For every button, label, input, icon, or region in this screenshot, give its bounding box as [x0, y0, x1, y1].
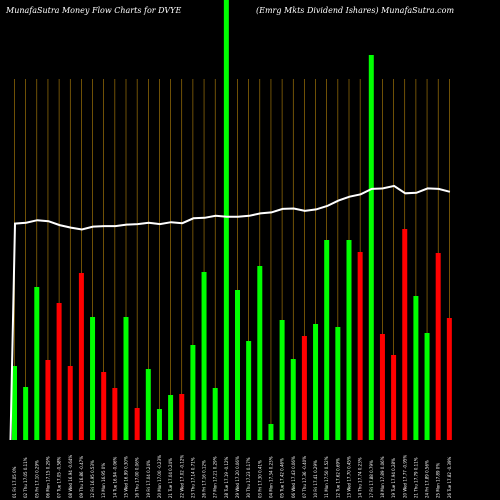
x-tick-label: 06 Mon 17.15 0.29% — [46, 456, 51, 498]
x-tick-label: 14 Tue 16.94 -0.06% — [112, 456, 117, 498]
money-flow-bar-up — [190, 345, 196, 440]
x-tick-label: 26 Fri 17.16 0.12% — [202, 460, 207, 498]
money-flow-bar-up — [246, 341, 252, 440]
x-tick-label: 04 Mon 17.34 0.23% — [268, 456, 273, 498]
x-tick-label: 14 Thu 17.74 0.23% — [358, 457, 363, 498]
money-flow-bar-down — [134, 408, 140, 440]
money-flow-bar-up — [268, 424, 274, 440]
x-tick-label: 05 Tue 17.42 0.46% — [280, 458, 285, 498]
money-flow-bar-up — [145, 369, 151, 440]
x-tick-label: 20 Wed 17.77 -0.95% — [402, 455, 407, 498]
x-tick-label: 16 Thu 17.00 0.06% — [135, 457, 140, 498]
money-flow-bar-up — [90, 317, 96, 440]
x-tick-label: 23 Thu 17.14 0.71% — [190, 457, 195, 498]
money-flow-bar-down — [101, 372, 107, 440]
money-flow-bars — [12, 0, 452, 440]
money-flow-bar-down — [67, 366, 73, 440]
money-flow-bar-up — [23, 387, 29, 440]
x-tick-label: 09 Thu 16.86 -0.47% — [79, 456, 84, 498]
x-tick-label: 12 Fri 16.95 0.53% — [90, 460, 95, 498]
x-tick-labels: 01 Fri 17.05 0% 02 Thu 17.05 0.11% 05 Fri … — [12, 455, 452, 498]
x-tick-label: 11 Mon 17.50 0.52% — [324, 456, 329, 498]
money-flow-bar-up — [201, 272, 207, 440]
money-flow-bar-up — [257, 266, 263, 440]
money-flow-bar-down — [379, 334, 385, 440]
chart-title-left: MunafaSutra Money Flow Charts for DVYE — [5, 6, 181, 15]
money-flow-bar-down — [402, 229, 408, 440]
x-tick-label: 06 Wed 17.43 0.06% — [291, 456, 296, 498]
money-flow-bar-down — [45, 360, 51, 440]
x-tick-label: 28 Tue 17.19 -0.12% — [224, 456, 229, 498]
money-flow-bar-up — [223, 0, 229, 440]
money-flow-bar-up — [290, 359, 296, 440]
money-flow-bar-up — [335, 327, 341, 440]
money-flow-bar-up — [212, 388, 218, 440]
x-tick-label: 17 Fri 17.88 0.79% — [369, 460, 374, 498]
x-tick-label: 20 Mon 17.00 -0.23% — [157, 455, 162, 498]
x-tick-label: 13 Mon 16.95 0% — [101, 463, 106, 498]
money-flow-bar-down — [446, 318, 452, 440]
money-flow-bar-down — [435, 253, 441, 440]
money-flow-bar-up — [413, 296, 419, 440]
x-tick-label: 21 Tue 17.04 0.24% — [168, 458, 173, 498]
money-flow-bar-up — [235, 290, 240, 440]
price-line-group — [9, 184, 451, 441]
x-tick-label: 26 Tue 17.82 -0.39% — [447, 456, 452, 498]
x-tick-label: 13 Wed 17.70 0.45% — [347, 456, 352, 498]
money-flow-bar-up — [168, 395, 174, 440]
x-tick-label: 07 Tue 17.05 -0.58% — [57, 456, 62, 498]
x-tick-label: 24 Fri 17.89 0.56% — [425, 460, 430, 498]
money-flow-bar-up — [279, 320, 285, 440]
x-tick-label: 12 Tue 17.62 0.69% — [335, 458, 340, 498]
money-flow-bar-down — [391, 355, 397, 440]
money-flow-bar-up — [368, 55, 374, 440]
x-tick-label: 27 Mon 17.21 0.29% — [213, 456, 218, 498]
money-flow-bar-up — [424, 333, 430, 440]
x-tick-label: 29 Wed 17.20 0.06% — [235, 456, 240, 498]
x-tick-label: 22 Wed 17.02 -0.12% — [179, 455, 184, 498]
x-tick-label: 08 Wed 16.94 -0.64% — [68, 455, 73, 498]
money-flow-bar-down — [78, 273, 84, 440]
money-flow-bar-up — [12, 366, 17, 440]
x-tick-label: 02 Thu 17.05 0.11% — [23, 457, 28, 498]
chart-title-right: (Emrg Mkts Dividend Ishares) MunafaSutra… — [256, 6, 454, 15]
money-flow-bar-down — [179, 394, 185, 440]
x-tick-label: 30 Thu 17.23 0.17% — [246, 457, 251, 498]
x-tick-label: 15 Wed 16.99 0.30% — [124, 456, 129, 498]
x-tick-label: 10 Fri 17.41 0.29% — [313, 460, 318, 498]
money-flow-bar-up — [346, 240, 352, 440]
money-flow-bar-down — [56, 303, 62, 440]
x-tick-label: 21 Thu 17.79 0.11% — [413, 457, 418, 498]
money-flow-bar-down — [301, 336, 307, 440]
price-line — [9, 184, 451, 441]
money-flow-bar-up — [156, 409, 162, 440]
x-tick-label: 05 Fri 17.10 0.29% — [34, 460, 39, 498]
money-flow-bar-up — [313, 324, 319, 440]
x-tick-label: 19 Tue 17.94 0.28% — [391, 458, 396, 498]
money-flow-bar-up — [123, 317, 129, 440]
x-tick-label: 03 Fri 17.30 0.41% — [257, 460, 262, 498]
x-tick-label: 07 Thu 17.36 -0.40% — [302, 456, 307, 498]
money-flow-bar-up — [324, 240, 330, 440]
money-flow-bar-down — [357, 252, 363, 440]
x-tick-label: 19 Fri 17.04 0.24% — [146, 460, 151, 498]
money-flow-bar-down — [112, 388, 118, 440]
money-flow-bar-up — [34, 287, 40, 440]
x-tick-label: 01 Fri 17.05 0% — [12, 466, 17, 498]
x-tick-label: 25 Mon 17.89 0% — [436, 463, 441, 498]
x-tick-label: 18 Mon 17.89 0.06% — [380, 456, 385, 498]
